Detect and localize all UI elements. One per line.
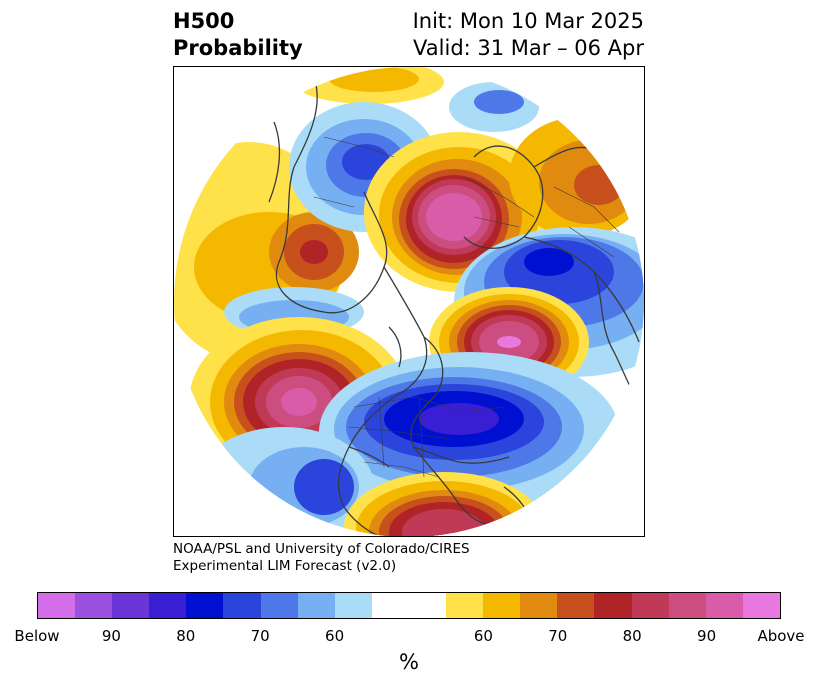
colorbar-tick-label: 60 xyxy=(473,627,493,645)
colorbar-swatch xyxy=(557,593,595,618)
anomaly-northeast-positive xyxy=(509,117,644,237)
colorbar-swatch xyxy=(631,593,669,618)
colorbar-swatch xyxy=(334,593,372,618)
colorbar-swatch xyxy=(594,593,632,618)
colorbar-tick-label: 70 xyxy=(250,627,270,645)
colorbar-tick-label: 70 xyxy=(548,627,568,645)
coastlines xyxy=(268,76,640,536)
map-canvas xyxy=(174,67,644,536)
credit-text: NOAA/PSL and University of Colorado/CIRE… xyxy=(173,541,470,575)
colorbar-swatch xyxy=(223,593,261,618)
colorbar-swatch xyxy=(520,593,558,618)
colorbar-tick-label: 80 xyxy=(176,627,196,645)
colorbar-swatch xyxy=(371,593,447,618)
political-borders xyxy=(313,136,620,478)
colorbar-swatch xyxy=(483,593,521,618)
colorbar-tick-label: 90 xyxy=(697,627,717,645)
colorbar-swatch xyxy=(446,593,484,618)
colorbar-tick-label: Above xyxy=(757,627,805,645)
title-right: Init: Mon 10 Mar 2025 Valid: 31 Mar – 06… xyxy=(413,8,644,62)
title-product: Probability xyxy=(173,36,303,60)
colorbar-swatch xyxy=(260,593,298,618)
colorbar-swatch xyxy=(705,593,743,618)
colorbar-swatch xyxy=(742,593,780,618)
valid-period: Valid: 31 Mar – 06 Apr xyxy=(413,36,644,60)
colorbar xyxy=(37,592,781,619)
colorbar-swatch xyxy=(149,593,187,618)
anomaly-south-negative-max xyxy=(319,352,619,512)
colorbar-tick-label: 90 xyxy=(101,627,121,645)
colorbar-swatch xyxy=(112,593,150,618)
init-date: Init: Mon 10 Mar 2025 xyxy=(412,9,644,33)
colorbar-swatch xyxy=(668,593,706,618)
credit-line-2: Experimental LIM Forecast (v2.0) xyxy=(173,558,397,574)
colorbar-swatch xyxy=(38,593,76,618)
anomaly-top-right-negative xyxy=(449,82,539,132)
probability-map xyxy=(173,66,645,537)
colorbar-tick-label: 60 xyxy=(325,627,345,645)
colorbar-swatch xyxy=(297,593,335,618)
colorbar-unit-label: % xyxy=(399,650,419,674)
colorbar-tick-labels: Below 90 80 70 60 60 70 80 90 Above xyxy=(0,627,819,647)
colorbar-swatch xyxy=(75,593,113,618)
colorbar-tick-label: 80 xyxy=(622,627,642,645)
colorbar-swatch xyxy=(186,593,224,618)
title-variable: H500 xyxy=(173,9,235,33)
colorbar-tick-label: Below xyxy=(14,627,60,645)
title-left: H500 Probability xyxy=(173,8,303,62)
credit-line-1: NOAA/PSL and University of Colorado/CIRE… xyxy=(173,541,470,557)
